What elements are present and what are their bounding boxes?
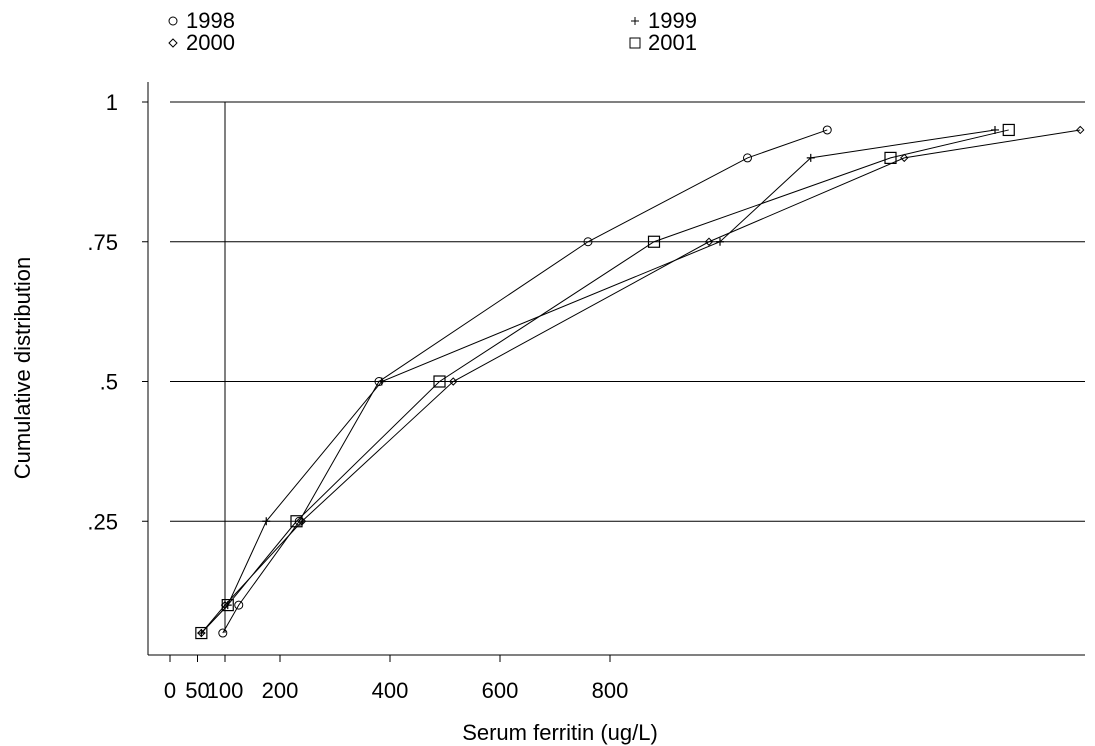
legend-item-2001: 2001	[628, 30, 697, 56]
data-point-2001-3	[433, 375, 446, 388]
data-point-2001-5	[884, 151, 897, 164]
data-point-1999-2	[262, 517, 271, 526]
data-point-1999-5	[806, 153, 815, 162]
x-tick-label-6: 800	[592, 678, 629, 703]
x-axis-title: Serum ferritin (ug/L)	[462, 720, 658, 745]
data-point-2000-6	[1076, 125, 1085, 135]
legend-label-1998: 1998	[186, 8, 235, 33]
plus-marker-icon	[631, 17, 639, 25]
legend-item-2000: 2000	[166, 30, 235, 56]
data-point-2000-3	[449, 377, 458, 386]
diamond-marker-icon	[168, 38, 178, 48]
data-point-1998-2	[294, 516, 304, 526]
y-tick-label-3: 1	[106, 90, 118, 115]
y-axis-title: Cumulative distribution	[10, 257, 35, 480]
series-line-2001	[200, 129, 1009, 634]
data-point-2001-2	[290, 515, 303, 528]
legend-label-2000: 2000	[186, 30, 235, 55]
circle-marker-icon	[168, 16, 178, 26]
data-point-1998-4	[583, 237, 593, 247]
data-point-2001-0	[195, 626, 208, 640]
legend-label-2001: 2001	[648, 30, 697, 55]
data-point-1999-4	[716, 237, 724, 246]
data-point-1998-6	[822, 125, 832, 135]
data-point-2000-5	[900, 153, 909, 163]
y-tick-label-2: .75	[87, 230, 118, 255]
legend-item-1999: 1999	[628, 8, 697, 34]
data-point-2000-4	[704, 237, 714, 246]
square-marker-icon	[629, 37, 641, 49]
y-tick-label-0: .25	[87, 509, 118, 534]
data-point-1998-0	[218, 628, 228, 638]
x-tick-label-3: 200	[262, 678, 299, 703]
data-point-2001-6	[1002, 123, 1015, 137]
data-point-1998-5	[743, 153, 752, 163]
x-tick-label-0: 0	[164, 678, 176, 703]
data-point-1999-3	[377, 377, 386, 386]
x-tick-label-4: 400	[372, 678, 409, 703]
series-line-2000	[200, 129, 1081, 634]
x-tick-label-5: 600	[482, 678, 519, 703]
data-point-1998-1	[234, 600, 244, 610]
legend-item-1998: 1998	[166, 8, 235, 34]
data-point-2001-4	[647, 235, 661, 248]
data-point-1999-6	[991, 125, 999, 134]
y-tick-label-1: .5	[100, 370, 118, 395]
x-tick-label-2: 100	[207, 678, 244, 703]
x-tick-label-1: 50	[185, 678, 209, 703]
data-point-2001-1	[221, 598, 234, 612]
data-point-2000-0	[197, 628, 206, 638]
legend-label-1999: 1999	[648, 8, 697, 33]
